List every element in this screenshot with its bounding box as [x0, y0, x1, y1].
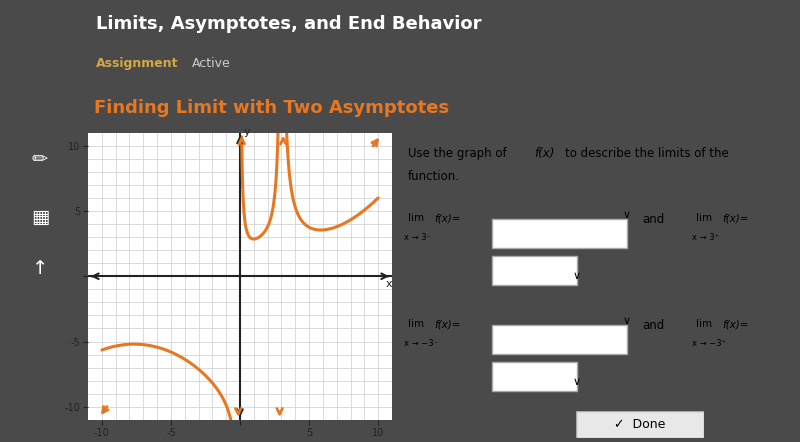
Text: f(x)=: f(x)=: [722, 213, 749, 223]
Text: x: x: [386, 279, 393, 289]
Text: ✏: ✏: [32, 150, 48, 169]
Text: Limits, Asymptotes, and End Behavior: Limits, Asymptotes, and End Behavior: [96, 15, 482, 33]
FancyBboxPatch shape: [576, 411, 704, 438]
Text: x → −3⁻: x → −3⁻: [404, 339, 438, 348]
FancyBboxPatch shape: [492, 219, 626, 248]
Text: lim: lim: [408, 213, 424, 223]
Text: y: y: [244, 127, 250, 137]
FancyBboxPatch shape: [492, 325, 626, 354]
Text: ∨: ∨: [622, 210, 631, 220]
Text: ∨: ∨: [573, 377, 581, 387]
Text: x → 3⁻: x → 3⁻: [404, 233, 431, 242]
Text: Finding Limit with Two Asymptotes: Finding Limit with Two Asymptotes: [94, 99, 450, 117]
Text: and: and: [642, 319, 664, 332]
Text: Assignment: Assignment: [96, 57, 178, 70]
FancyBboxPatch shape: [492, 362, 577, 391]
FancyBboxPatch shape: [492, 256, 577, 285]
Text: f(x)=: f(x)=: [434, 319, 461, 329]
Text: lim: lim: [408, 319, 424, 329]
Text: ✓  Done: ✓ Done: [614, 418, 666, 431]
Text: to describe the limits of the: to describe the limits of the: [565, 147, 729, 160]
Text: f(x): f(x): [534, 147, 554, 160]
Text: ▦: ▦: [31, 208, 49, 227]
Text: x → −3⁺: x → −3⁺: [692, 339, 726, 348]
Text: lim: lim: [696, 319, 712, 329]
Text: ∨: ∨: [622, 316, 631, 327]
Text: f(x)=: f(x)=: [722, 319, 749, 329]
Text: x → 3⁺: x → 3⁺: [692, 233, 719, 242]
Text: Use the graph of: Use the graph of: [408, 147, 510, 160]
Text: f(x)=: f(x)=: [434, 213, 461, 223]
Text: ↑: ↑: [32, 259, 48, 278]
Text: ∨: ∨: [573, 271, 581, 281]
Text: and: and: [642, 213, 664, 226]
Text: lim: lim: [696, 213, 712, 223]
Text: Active: Active: [192, 57, 230, 70]
Text: function.: function.: [408, 170, 460, 183]
